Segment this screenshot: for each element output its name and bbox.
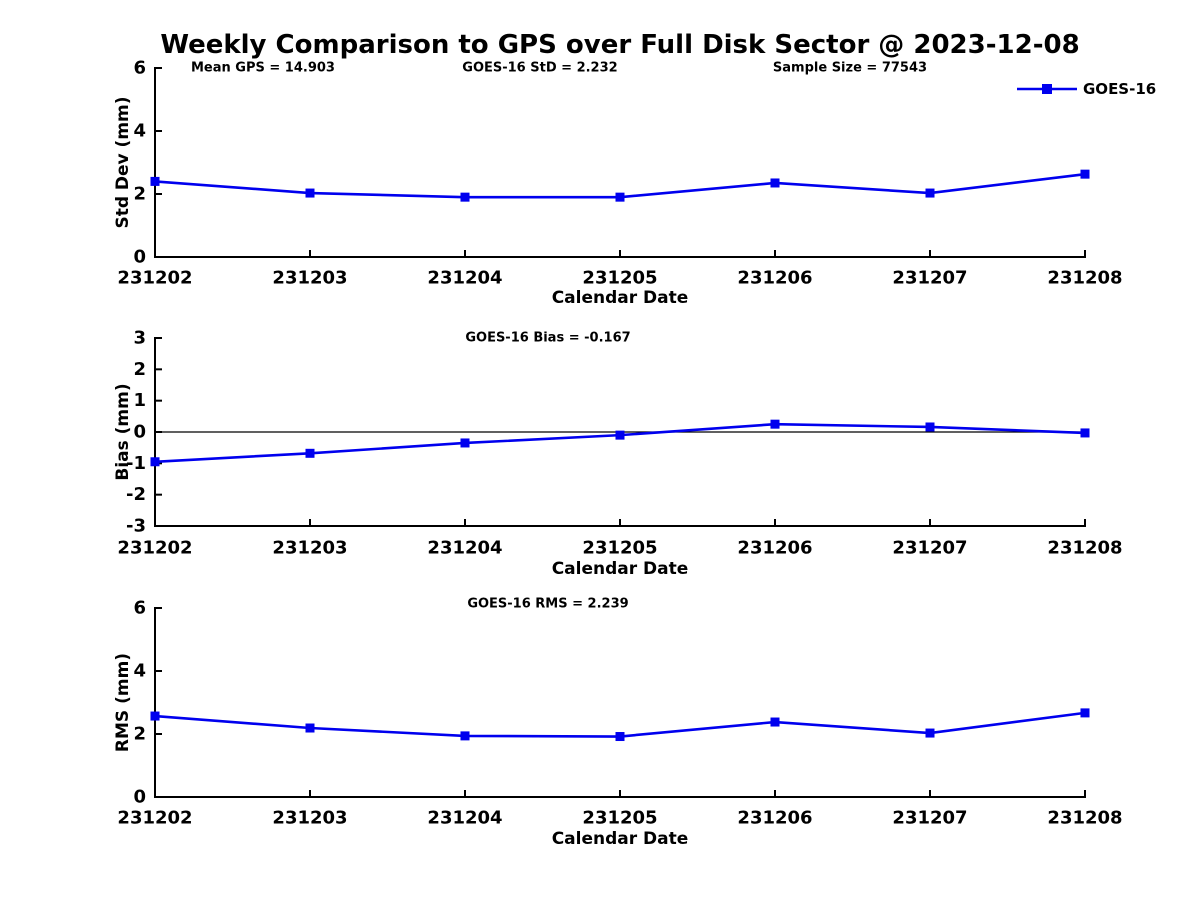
x-tick-label: 231205 — [582, 808, 657, 829]
x-tick-label: 231207 — [892, 808, 967, 829]
y-tick-label: 2 — [133, 359, 146, 380]
x-tick-label: 231203 — [272, 538, 347, 559]
data-point-marker — [770, 717, 780, 727]
rms-chart: 0 2 4 6 231202 231203 231204 231205 231206 231207… — [113, 597, 1123, 850]
data-point-marker — [770, 419, 780, 429]
y-tick-label: 4 — [133, 661, 146, 682]
y-tick-label: -2 — [126, 484, 146, 505]
x-tick-label: 231206 — [737, 268, 812, 289]
chart-annotation: Mean GPS = 14.903 — [191, 61, 335, 76]
data-point-marker — [925, 728, 935, 738]
y-tick-label: 0 — [133, 787, 146, 808]
x-tick-label: 231208 — [1047, 808, 1122, 829]
x-tick-label: 231203 — [272, 808, 347, 829]
data-point-marker — [1080, 169, 1090, 179]
data-point-marker — [925, 422, 935, 432]
data-point-marker — [460, 731, 470, 741]
y-tick-label: 1 — [133, 390, 146, 411]
x-tick-label: 231207 — [892, 268, 967, 289]
x-axis-label: Calendar Date — [552, 829, 689, 849]
data-point-marker — [460, 438, 470, 448]
y-axis-label: Std Dev (mm) — [113, 96, 133, 228]
x-axis-label: Calendar Date — [552, 288, 689, 308]
chart-annotation: Sample Size = 77543 — [773, 61, 927, 76]
data-point-marker — [150, 711, 160, 721]
data-point-marker — [305, 448, 315, 458]
y-tick-label: 3 — [133, 328, 146, 349]
x-tick-label: 231204 — [427, 808, 502, 829]
y-tick-label: 6 — [133, 598, 146, 619]
data-point-marker — [150, 176, 160, 186]
x-tick-label: 231204 — [427, 538, 502, 559]
legend-marker-icon — [1042, 84, 1052, 94]
y-tick-label: 0 — [133, 247, 146, 268]
data-point-marker — [305, 188, 315, 198]
y-tick-label: 6 — [133, 58, 146, 79]
x-tick-label: 231203 — [272, 268, 347, 289]
x-tick-label: 231204 — [427, 268, 502, 289]
chart-title: Weekly Comparison to GPS over Full Disk … — [160, 30, 1080, 60]
x-tick-label: 231208 — [1047, 268, 1122, 289]
y-tick-label: 0 — [133, 422, 146, 443]
data-point-marker — [460, 192, 470, 202]
data-point-marker — [925, 188, 935, 198]
x-tick-label: 231206 — [737, 538, 812, 559]
x-tick-label: 231205 — [582, 268, 657, 289]
x-tick-label: 231202 — [117, 268, 192, 289]
data-point-marker — [150, 457, 160, 467]
y-tick-label: -3 — [126, 516, 146, 537]
y-axis-label: RMS (mm) — [113, 653, 133, 752]
x-tick-label: 231205 — [582, 538, 657, 559]
data-point-marker — [615, 192, 625, 202]
x-tick-label: 231206 — [737, 808, 812, 829]
y-tick-label: 4 — [133, 121, 146, 142]
data-point-marker — [615, 732, 625, 742]
y-axis-label: Bias (mm) — [113, 383, 133, 480]
y-tick-label: 2 — [133, 184, 146, 205]
data-point-marker — [770, 178, 780, 188]
chart-annotation: GOES-16 StD = 2.232 — [462, 61, 617, 76]
stddev-chart: 0 2 4 6 231202 231203 231204 231205 231206 231207… — [113, 58, 1156, 309]
y-tick-label: -1 — [126, 453, 146, 474]
chart-annotation: GOES-16 RMS = 2.239 — [467, 597, 628, 612]
y-tick-label: 2 — [133, 724, 146, 745]
series-line — [154, 422, 1086, 464]
x-axis-label: Calendar Date — [552, 559, 689, 579]
x-tick-label: 231202 — [117, 808, 192, 829]
data-point-marker — [615, 430, 625, 440]
data-point-marker — [305, 723, 315, 733]
bias-chart: -3 -2 -1 0 1 2 3 231202 231203 231204 231205 231206… — [113, 328, 1123, 580]
data-point-marker — [1080, 708, 1090, 718]
x-tick-label: 231208 — [1047, 538, 1122, 559]
x-tick-label: 231207 — [892, 538, 967, 559]
data-point-marker — [1080, 428, 1090, 438]
legend-label: GOES-16 — [1083, 80, 1156, 98]
chart-annotation: GOES-16 Bias = -0.167 — [465, 331, 630, 346]
x-tick-label: 231202 — [117, 538, 192, 559]
